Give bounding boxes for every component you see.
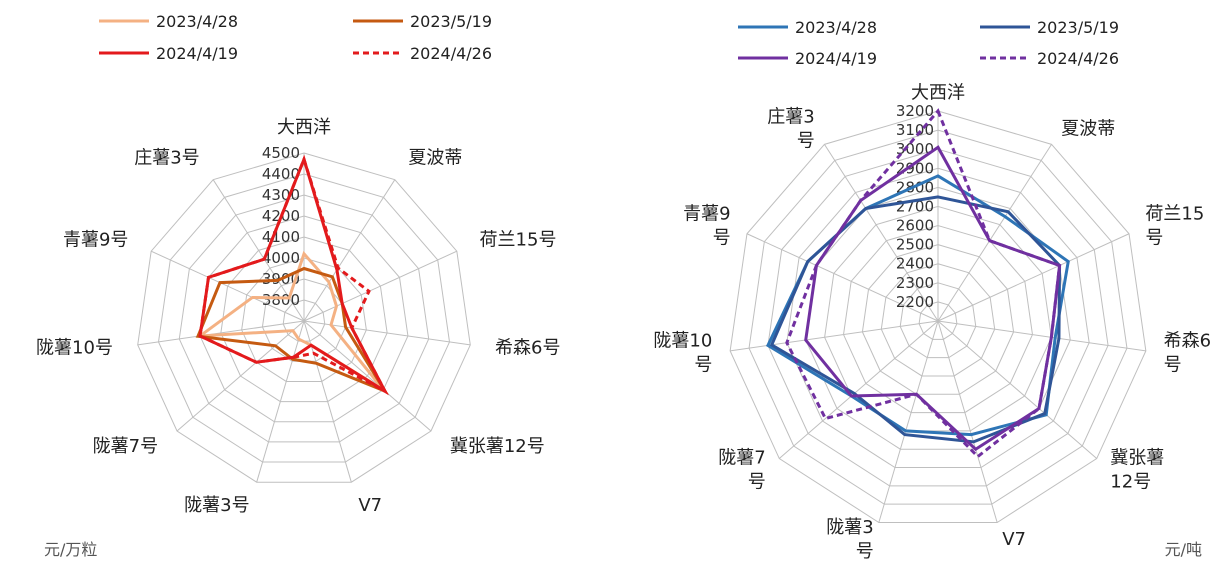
tick-label: 4100 — [262, 228, 300, 246]
series-line-2023-5-19 — [769, 195, 1062, 444]
category-label: 大西洋 — [911, 82, 965, 103]
category-label: 希森6号 — [495, 337, 560, 358]
grid-ring — [199, 215, 409, 423]
axis-spoke — [303, 179, 396, 322]
category-label: 夏波蒂 — [1061, 118, 1115, 139]
legend-label: 2024/4/26 — [410, 44, 492, 63]
legend-label: 2024/4/19 — [795, 49, 877, 68]
axis-spoke — [878, 320, 939, 523]
category-label: V7 — [358, 495, 382, 516]
category-label: 冀张薯12号 — [450, 436, 545, 457]
axis-spoke — [937, 320, 1146, 352]
category-label: 庄薯3号 — [134, 147, 199, 168]
tick-label: 4500 — [262, 144, 300, 162]
legend-label: 2023/4/28 — [156, 12, 238, 31]
axis-spoke — [303, 320, 471, 346]
grid-ring — [899, 282, 977, 359]
category-label: 陇薯7号 — [93, 436, 158, 457]
tick-label: 2500 — [896, 236, 934, 254]
grid-ring — [137, 152, 471, 483]
axis-spoke — [937, 320, 998, 523]
axis-spoke — [303, 250, 458, 322]
radar-chart-ton-price: 2200230024002500260027002800290030003100… — [653, 18, 1211, 562]
tick-label: 3800 — [262, 291, 300, 309]
axis-spoke — [937, 233, 1130, 322]
series-line-2024-4-26-dashed — [785, 108, 1062, 459]
tick-label: 2900 — [896, 159, 934, 177]
axis-spoke — [150, 250, 305, 322]
grid-ring — [241, 257, 367, 382]
tick-label: 3100 — [896, 121, 934, 139]
grid-ring — [178, 194, 430, 443]
axis-spoke — [937, 320, 1098, 459]
tick-label: 2600 — [896, 217, 934, 235]
grid-ring — [767, 148, 1109, 487]
grid-ring — [786, 167, 1090, 469]
legend-label: 2023/5/19 — [1037, 18, 1119, 37]
tick-label: 2300 — [896, 274, 934, 292]
grid-ring — [824, 205, 1052, 432]
axis-spoke — [303, 320, 352, 483]
grid-ring — [748, 129, 1128, 505]
grid-ring — [729, 110, 1147, 523]
category-label: 夏波蒂 — [408, 147, 462, 168]
legend-label: 2024/4/26 — [1037, 49, 1119, 68]
axis-spoke — [778, 320, 939, 459]
tick-label: 2400 — [896, 255, 934, 273]
category-label: 青薯9号 — [63, 230, 128, 251]
grid-ring — [918, 301, 958, 340]
axis-spoke — [256, 320, 305, 483]
legend-label: 2024/4/19 — [156, 44, 238, 63]
category-label: 陇薯3号 — [184, 495, 249, 516]
tick-label: 4400 — [262, 165, 300, 183]
axis-spoke — [730, 320, 939, 352]
legend-label: 2023/5/19 — [410, 12, 492, 31]
axis-spoke — [137, 320, 305, 346]
legend-label: 2023/4/28 — [795, 18, 877, 37]
category-label: 陇薯10号 — [36, 337, 113, 358]
grid-ring — [861, 244, 1015, 395]
axis-spoke — [824, 144, 939, 322]
tick-label: 2200 — [896, 293, 934, 311]
grid-ring — [157, 173, 451, 463]
axis-spoke — [937, 144, 1052, 322]
series-line-2023-4-28 — [195, 250, 385, 392]
tick-label: 4000 — [262, 249, 300, 267]
tick-label: 3000 — [896, 140, 934, 158]
tick-label: 3200 — [896, 102, 934, 120]
category-label: 大西洋 — [277, 117, 331, 138]
grid-ring — [220, 236, 388, 403]
axis-spoke — [176, 320, 305, 432]
grid-ring — [880, 263, 996, 377]
axis-spoke — [746, 233, 939, 322]
unit-label: 元/万粒 — [44, 540, 97, 559]
series-line-2024-4-26-dashed — [198, 154, 389, 395]
axis-spoke — [303, 320, 432, 432]
category-label: V7 — [1002, 529, 1026, 550]
tick-label: 4300 — [262, 186, 300, 204]
radar-chart-seed-price: 38003900400041004200430044004500大西洋夏波蒂荷兰… — [36, 12, 560, 559]
category-label: 荷兰15号 — [480, 230, 557, 251]
unit-label: 元/吨 — [1165, 540, 1202, 559]
